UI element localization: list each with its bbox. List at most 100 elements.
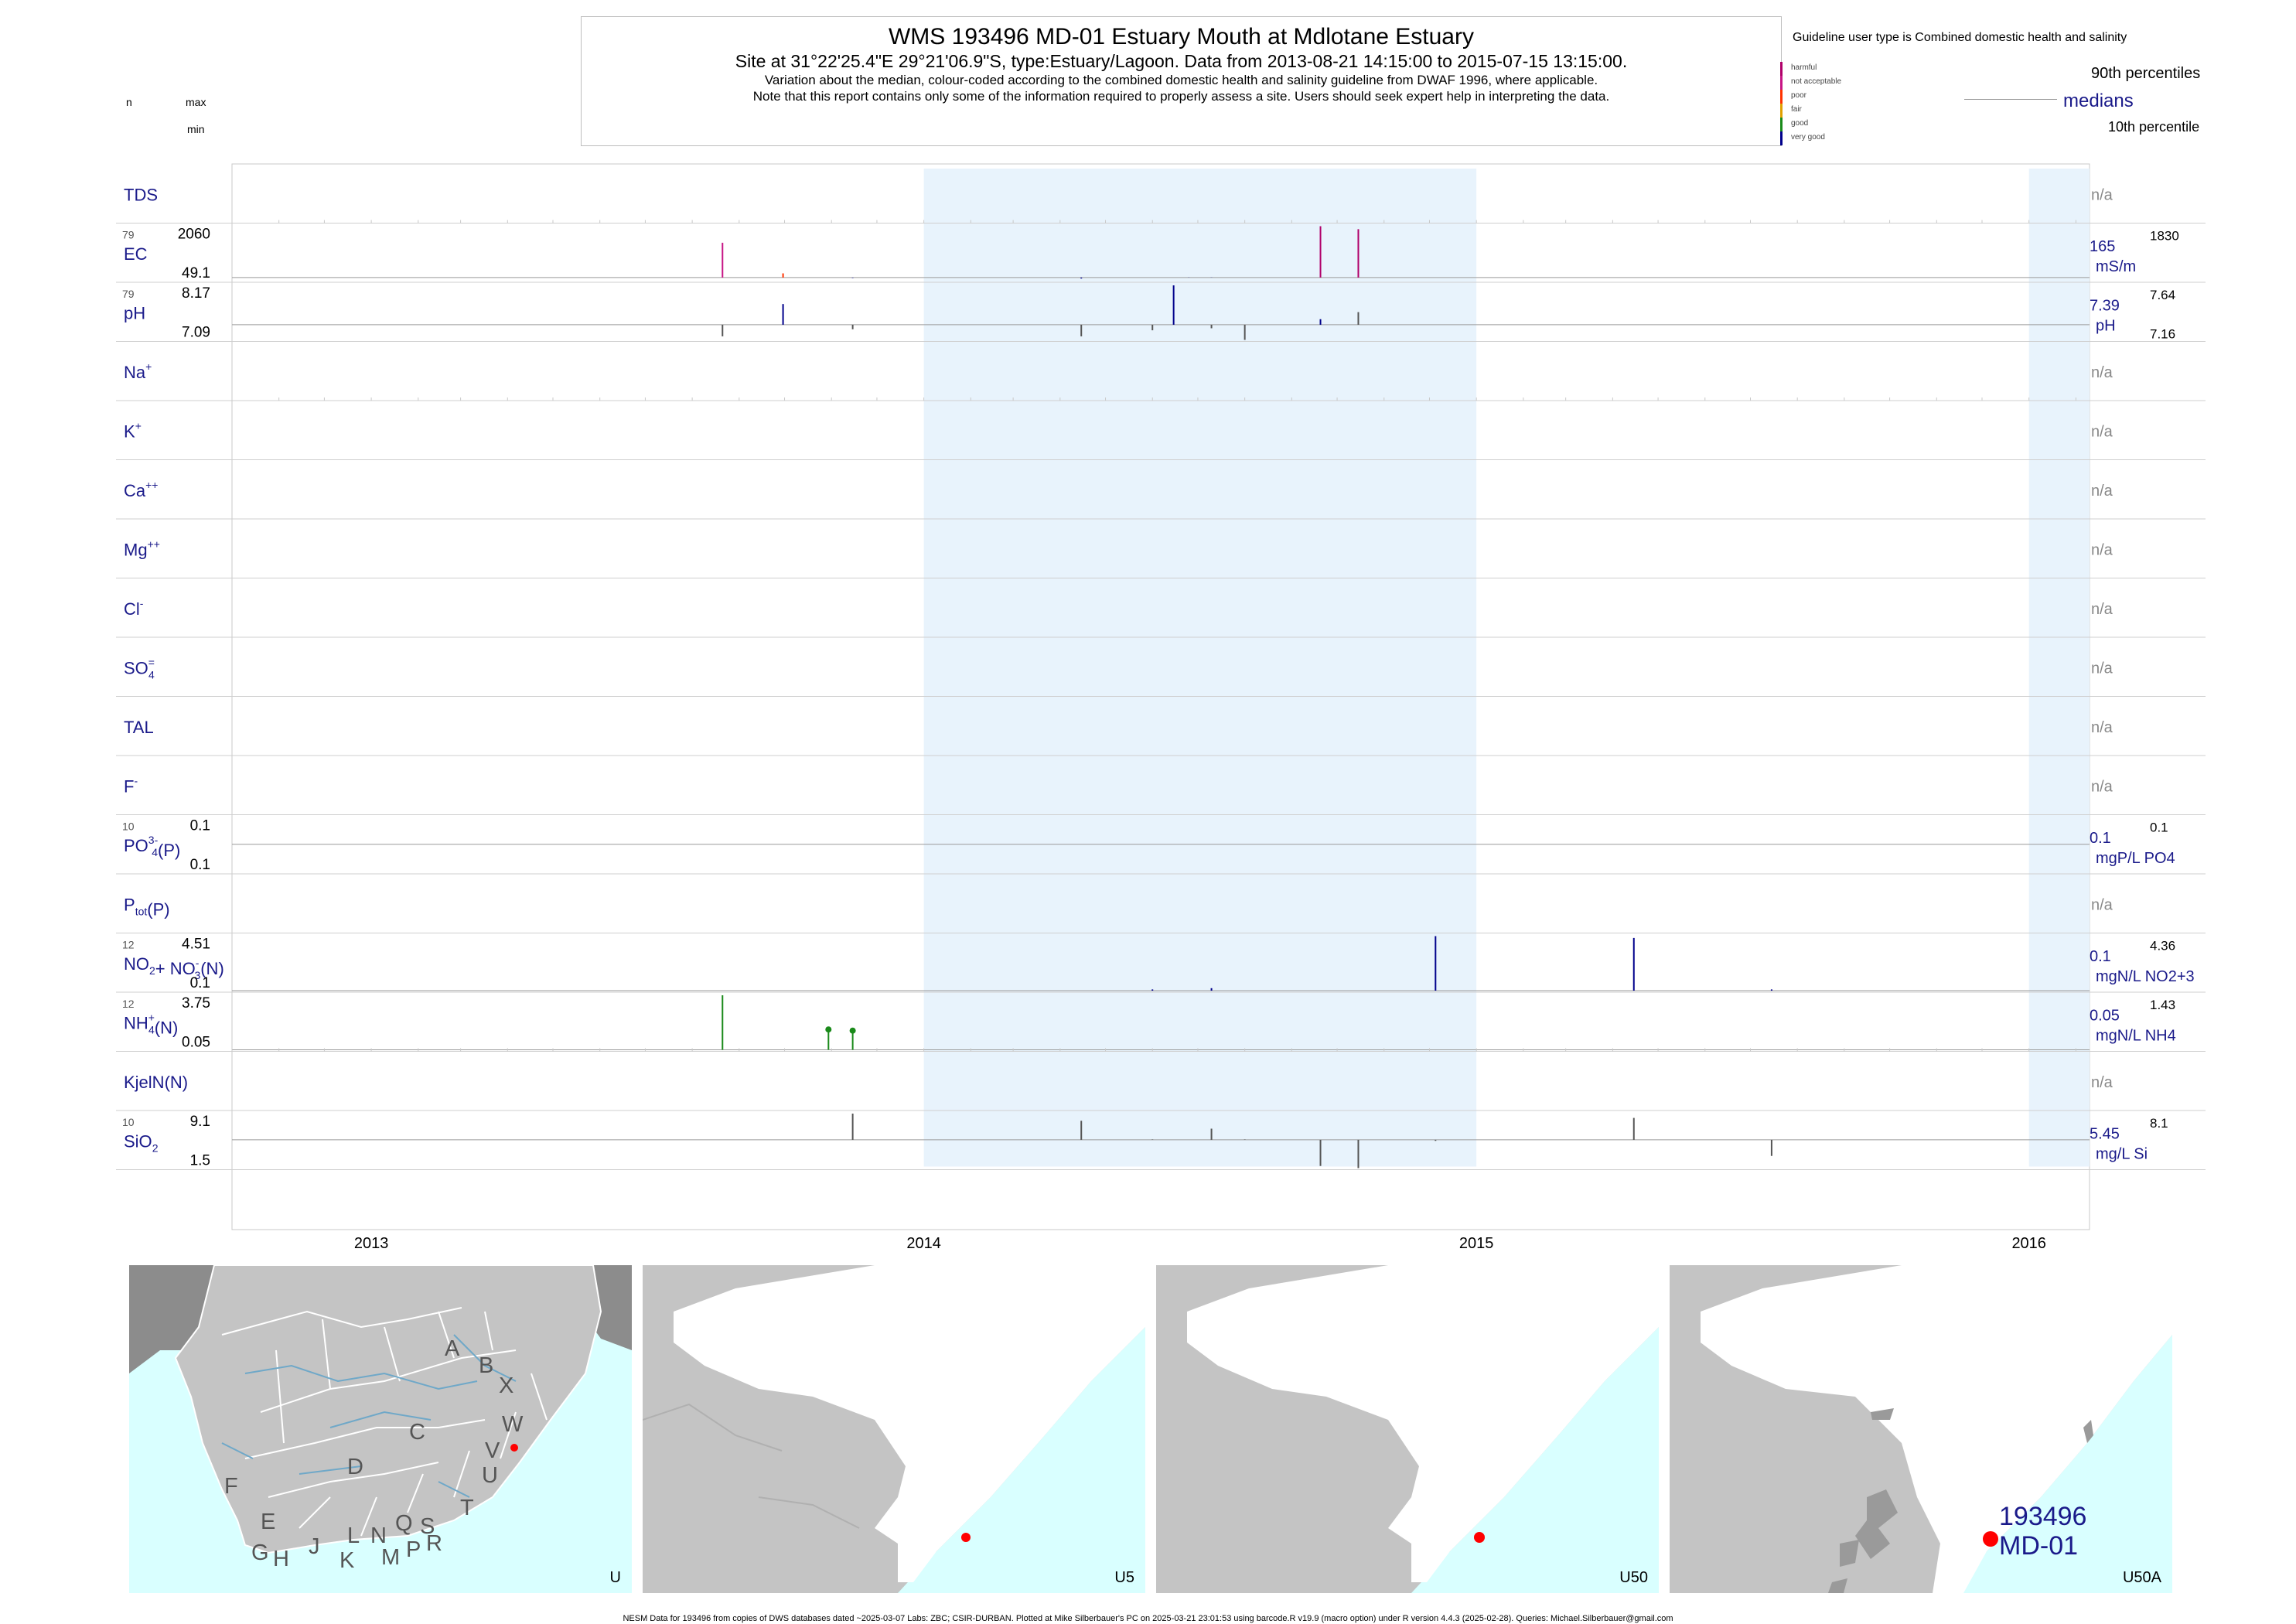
legend-swatch [1780, 104, 1783, 118]
map-panel-u5: U5 [643, 1265, 1145, 1593]
row-p90-po4: 0.1 [2150, 821, 2168, 835]
legend-90th: 90th percentiles [2091, 65, 2201, 82]
legend-class-label: poor [1791, 91, 1807, 100]
row-unit-ec: mS/m [2096, 258, 2136, 275]
legend-title: Guideline user type is Combined domestic… [1793, 31, 2127, 44]
region-label-E: E [261, 1510, 276, 1534]
report-subtitle: Site at 31°22'25.4"E 29°21'06.9"S, type:… [735, 51, 1628, 71]
map-u50 [1156, 1265, 1659, 1593]
region-label-B: B [479, 1353, 494, 1378]
row-max-sio2: 9.1 [190, 1114, 210, 1130]
legend-swatch [1780, 90, 1783, 104]
row-unit-po4: mgP/L PO4 [2096, 850, 2175, 867]
row-label-kjel: KjelN(N) [124, 1073, 188, 1092]
row-status-mg: n/a [2091, 541, 2113, 558]
region-label-G: G [251, 1540, 269, 1565]
row-min-po4: 0.1 [190, 857, 210, 873]
legend-class-poor: poor [1780, 90, 1873, 104]
row-status-tal: n/a [2091, 719, 2113, 736]
row-p10-ph: 7.16 [2150, 327, 2175, 342]
map-southern-africa [129, 1265, 632, 1593]
row-label-po4: PO3-4(P) [124, 834, 180, 860]
row-max-ph: 8.17 [182, 285, 210, 302]
map-u50a-site-marker [1983, 1531, 1998, 1547]
row-status-tds: n/a [2091, 186, 2113, 203]
x-tick-label-2014: 2014 [906, 1235, 941, 1252]
report-header: WMS 193496 MD-01 Estuary Mouth at Mdlota… [581, 16, 1782, 146]
row-label-so4: SO= 4 [124, 656, 155, 681]
data-point-nh4 [825, 1026, 832, 1033]
row-label-sio2: SiO2 [124, 1131, 159, 1154]
row-label-tds: TDS [124, 185, 158, 204]
map-label-u50a: U50A [2122, 1569, 2161, 1586]
report-note-colour: Variation about the median, colour-coded… [764, 73, 1598, 87]
region-label-P: P [406, 1537, 421, 1562]
row-min-no23: 0.1 [190, 975, 210, 991]
region-label-X: X [499, 1373, 514, 1398]
region-label-H: H [273, 1547, 289, 1571]
legend-class-label: harmful [1791, 63, 1817, 72]
row-min-ph: 7.09 [182, 325, 210, 341]
row-label-k: K+ [124, 419, 142, 441]
legend-swatch [1780, 76, 1783, 90]
row-unit-nh4: mgN/L NH4 [2096, 1027, 2176, 1044]
row-status-na: n/a [2091, 364, 2113, 381]
year-shade-2016 [2028, 169, 2090, 1167]
row-status-cl: n/a [2091, 601, 2113, 618]
corner-min-label: min [187, 123, 205, 135]
row-max-po4: 0.1 [190, 818, 210, 834]
row-label-ca: Ca++ [124, 479, 158, 500]
legend-class-label: good [1791, 119, 1809, 128]
row-unit-sio2: mg/L Si [2096, 1145, 2148, 1162]
region-label-W: W [502, 1412, 524, 1437]
row-label-na: Na+ [124, 360, 152, 382]
map-label-u: U [609, 1569, 621, 1586]
row-median-ec: 165 [2090, 238, 2115, 255]
corner-n-label: n [126, 96, 132, 108]
row-max-no23: 4.51 [182, 937, 210, 953]
row-status-ca: n/a [2091, 483, 2113, 500]
region-label-D: D [347, 1455, 363, 1479]
region-label-N: N [370, 1523, 387, 1548]
row-n-po4: 10 [122, 821, 135, 833]
row-label-ec: EC [124, 244, 148, 264]
region-label-T: T [460, 1496, 474, 1520]
row-n-sio2: 10 [122, 1116, 135, 1128]
footer-note: NESM Data for 193496 from copies of DWS … [623, 1614, 1673, 1623]
legend-class-label: not acceptable [1791, 77, 1842, 86]
map-panel-u50: U50 [1156, 1265, 1659, 1593]
row-label-tal: TAL [124, 718, 154, 737]
map-site-id: 193496 [1999, 1502, 2087, 1531]
row-unit-no23: mgN/L NO2+3 [2096, 968, 2195, 985]
row-label-nh4: NH+ 4(N) [124, 1011, 178, 1037]
row-label-mg: Mg++ [124, 537, 160, 559]
x-tick-label-2015: 2015 [1459, 1235, 1494, 1252]
report-note-disclaimer: Note that this report contains only some… [752, 89, 1610, 104]
row-unit-ph: pH [2096, 317, 2116, 334]
region-label-U: U [482, 1463, 498, 1488]
row-label-cl: Cl- [124, 597, 144, 619]
map-site-code: MD-01 [1999, 1531, 2079, 1561]
region-label-A: A [445, 1336, 460, 1361]
legend-class-not-acceptable: not acceptable [1780, 76, 1873, 90]
row-p90-ec: 1830 [2150, 229, 2179, 244]
region-label-C: C [409, 1420, 425, 1445]
map-u50-site-marker [1474, 1532, 1485, 1543]
row-n-ph: 79 [122, 288, 135, 300]
region-label-Q: Q [395, 1511, 413, 1536]
row-label-no23: NO2+ NO-3(N) [124, 954, 224, 981]
region-label-V: V [485, 1438, 500, 1463]
legend-swatch [1780, 62, 1783, 76]
legend-medians: medians [2063, 90, 2134, 111]
legend-median-line [1964, 99, 2057, 100]
region-label-S: S [420, 1514, 435, 1539]
row-median-nh4: 0.05 [2090, 1007, 2120, 1024]
row-p90-ph: 7.64 [2150, 288, 2175, 302]
row-median-sio2: 5.45 [2090, 1125, 2120, 1142]
row-status-so4: n/a [2091, 660, 2113, 677]
region-label-J: J [309, 1534, 320, 1559]
row-n-nh4: 12 [122, 998, 135, 1010]
region-label-F: F [224, 1474, 238, 1499]
map-u5 [643, 1265, 1145, 1593]
